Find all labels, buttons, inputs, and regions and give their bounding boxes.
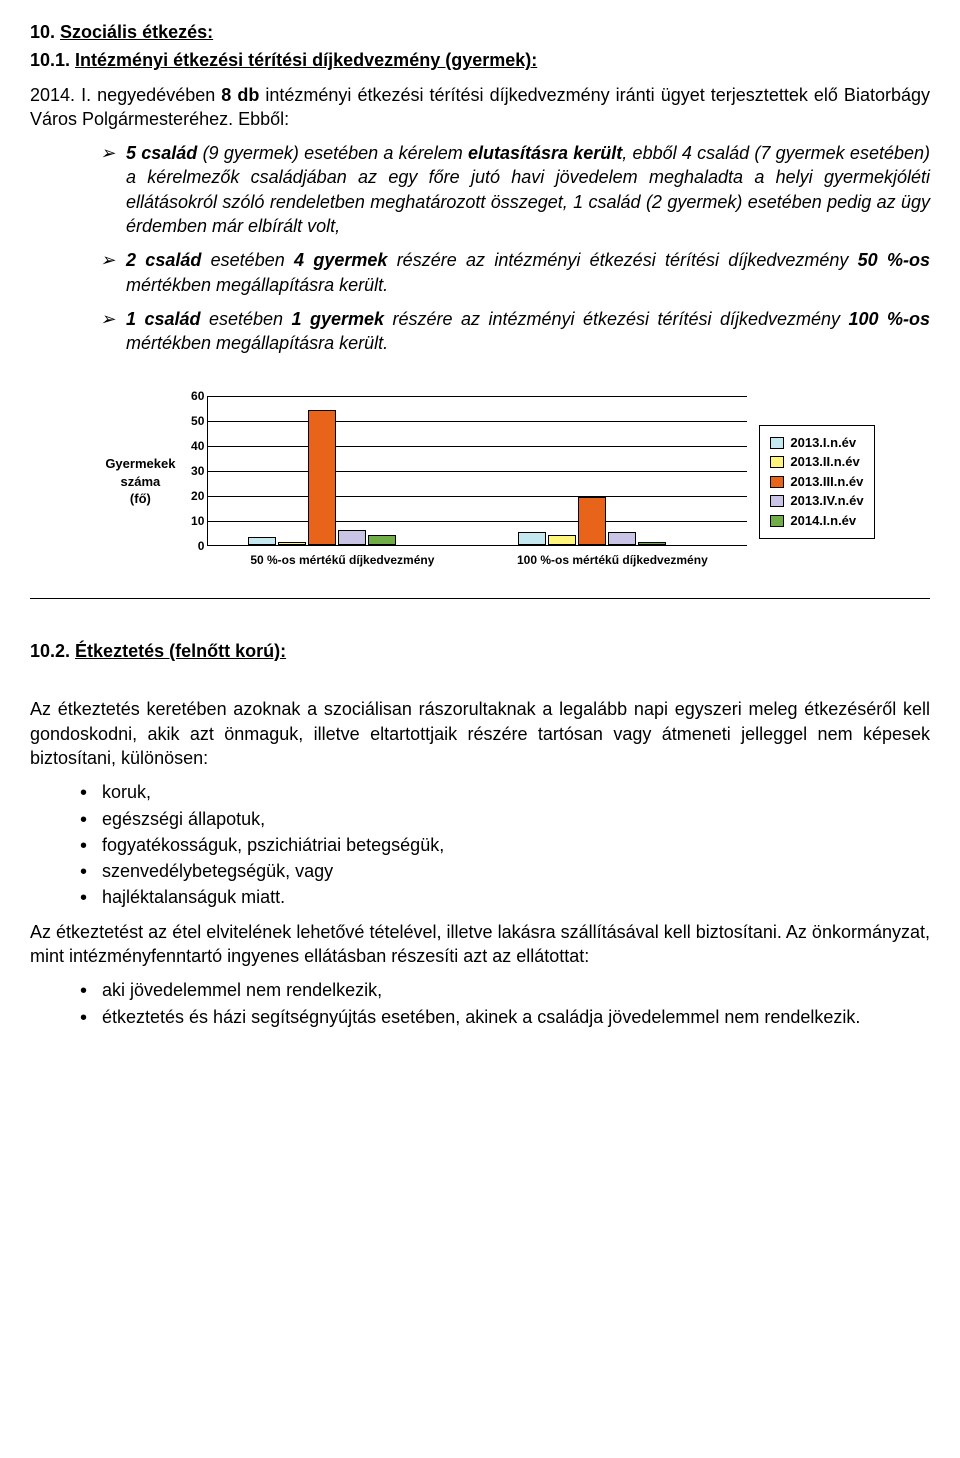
legend-swatch bbox=[770, 476, 784, 488]
legend-swatch bbox=[770, 515, 784, 527]
li2-t2: részére az intézményi étkezési térítési … bbox=[387, 250, 857, 270]
p3: Az étkeztetést az étel elvitelének lehet… bbox=[30, 920, 930, 969]
ytick-label: 10 bbox=[180, 512, 204, 528]
ylabel-line1: Gyermekek száma bbox=[85, 455, 195, 490]
legend-label: 2014.I.n.év bbox=[790, 512, 856, 530]
bar-group-1 bbox=[518, 497, 666, 545]
heading-10-num: 10. bbox=[30, 22, 60, 42]
bullet-list-2: aki jövedelemmel nem rendelkezik, étkezte… bbox=[80, 978, 930, 1029]
li3-t2: részére az intézményi étkezési térítési … bbox=[384, 309, 848, 329]
p1-pre: 2014. I. negyedévében bbox=[30, 85, 221, 105]
chart-plot: 0102030405060 bbox=[207, 396, 747, 546]
list-item: étkeztetés és házi segítségnyújtás eseté… bbox=[80, 1005, 930, 1029]
bar bbox=[308, 410, 336, 545]
bar bbox=[338, 530, 366, 545]
bar-group-0 bbox=[248, 410, 396, 545]
li3-b2: 1 gyermek bbox=[292, 309, 385, 329]
legend-item: 2013.II.n.év bbox=[770, 453, 863, 471]
li2-t3: mértékben megállapításra került. bbox=[126, 275, 388, 295]
bar bbox=[548, 535, 576, 545]
heading-10: 10. Szociális étkezés: bbox=[30, 20, 930, 44]
legend-item: 2013.III.n.év bbox=[770, 473, 863, 491]
ytick-label: 0 bbox=[180, 537, 204, 553]
list-item: koruk, bbox=[80, 780, 930, 804]
p2: Az étkeztetés keretében azoknak a szociá… bbox=[30, 697, 930, 770]
li3-b3: 100 %-os bbox=[848, 309, 930, 329]
li1-b2: elutasításra került bbox=[468, 143, 622, 163]
legend-swatch bbox=[770, 495, 784, 507]
bar bbox=[248, 537, 276, 545]
li3-b1: 1 család bbox=[126, 309, 201, 329]
chart-box: 0102030405060 50 %-os mértékű díjkedvezm… bbox=[207, 396, 747, 568]
list-item: egészségi állapotuk, bbox=[80, 807, 930, 831]
li2-b2: 4 gyermek bbox=[294, 250, 387, 270]
ytick-label: 30 bbox=[180, 462, 204, 478]
legend-item: 2013.IV.n.év bbox=[770, 492, 863, 510]
li3-t3: mértékben megállapításra került. bbox=[126, 333, 388, 353]
li2-b3: 50 %-os bbox=[858, 250, 930, 270]
bar bbox=[608, 532, 636, 545]
legend-swatch bbox=[770, 456, 784, 468]
legend-label: 2013.II.n.év bbox=[790, 453, 859, 471]
x-axis-labels: 50 %-os mértékű díjkedvezmény 100 %-os m… bbox=[207, 552, 747, 568]
arrow-item-2: 2 család esetében 4 gyermek részére az i… bbox=[100, 248, 930, 297]
bar bbox=[578, 497, 606, 545]
intro-paragraph: 2014. I. negyedévében 8 db intézményi ét… bbox=[30, 83, 930, 132]
ytick-label: 20 bbox=[180, 487, 204, 503]
heading-10-2-num: 10.2. bbox=[30, 641, 75, 661]
ytick-label: 50 bbox=[180, 412, 204, 428]
li2-t1: esetében bbox=[201, 250, 294, 270]
bar bbox=[518, 532, 546, 545]
li3-t1: esetében bbox=[201, 309, 292, 329]
legend-label: 2013.III.n.év bbox=[790, 473, 863, 491]
bar bbox=[368, 535, 396, 545]
bullet-list-1: koruk, egészségi állapotuk,fogyatékosságu… bbox=[80, 780, 930, 909]
arrow-item-1: 5 család (9 gyermek) esetében a kérelem … bbox=[100, 141, 930, 238]
xcat-1: 100 %-os mértékű díjkedvezmény bbox=[492, 552, 732, 568]
bar bbox=[278, 542, 306, 545]
heading-10-1: 10.1. Intézményi étkezési térítési díjke… bbox=[30, 48, 930, 72]
legend-item: 2014.I.n.év bbox=[770, 512, 863, 530]
list-item: szenvedélybetegségük, vagy bbox=[80, 859, 930, 883]
list-item: aki jövedelemmel nem rendelkezik, bbox=[80, 978, 930, 1002]
legend-swatch bbox=[770, 437, 784, 449]
ytick-label: 60 bbox=[180, 387, 204, 403]
li1-b1: 5 család bbox=[126, 143, 197, 163]
legend-label: 2013.IV.n.év bbox=[790, 492, 863, 510]
list-item: fogyatékosságuk, pszichiátriai betegségü… bbox=[80, 833, 930, 857]
heading-10-text: Szociális étkezés: bbox=[60, 22, 213, 42]
li1-i1: (9 gyermek) esetében a kérelem bbox=[197, 143, 468, 163]
legend-item: 2013.I.n.év bbox=[770, 434, 863, 452]
xcat-0: 50 %-os mértékű díjkedvezmény bbox=[222, 552, 462, 568]
list-item: hajléktalanságuk miatt. bbox=[80, 885, 930, 909]
ylabel-line2: (fő) bbox=[85, 490, 195, 508]
p1-count: 8 db bbox=[221, 85, 259, 105]
heading-10-1-num: 10.1. bbox=[30, 50, 75, 70]
heading-10-2: 10.2. Étkeztetés (felnőtt korú): bbox=[30, 639, 930, 663]
li2-b1: 2 család bbox=[126, 250, 201, 270]
arrow-list: 5 család (9 gyermek) esetében a kérelem … bbox=[100, 141, 930, 355]
ytick-label: 40 bbox=[180, 437, 204, 453]
arrow-item-3: 1 család esetében 1 gyermek részére az i… bbox=[100, 307, 930, 356]
heading-10-1-text: Intézményi étkezési térítési díjkedvezmé… bbox=[75, 50, 537, 70]
gridline bbox=[208, 396, 747, 397]
chart-ylabel: Gyermekek száma (fő) bbox=[85, 455, 195, 508]
legend-label: 2013.I.n.év bbox=[790, 434, 856, 452]
divider bbox=[30, 598, 930, 599]
bar-chart: Gyermekek száma (fő) 0102030405060 50 %-… bbox=[30, 396, 930, 568]
chart-legend: 2013.I.n.év2013.II.n.év 2013.III.n.év2013… bbox=[759, 425, 874, 539]
heading-10-2-text: Étkeztetés (felnőtt korú): bbox=[75, 641, 286, 661]
bar bbox=[638, 542, 666, 545]
